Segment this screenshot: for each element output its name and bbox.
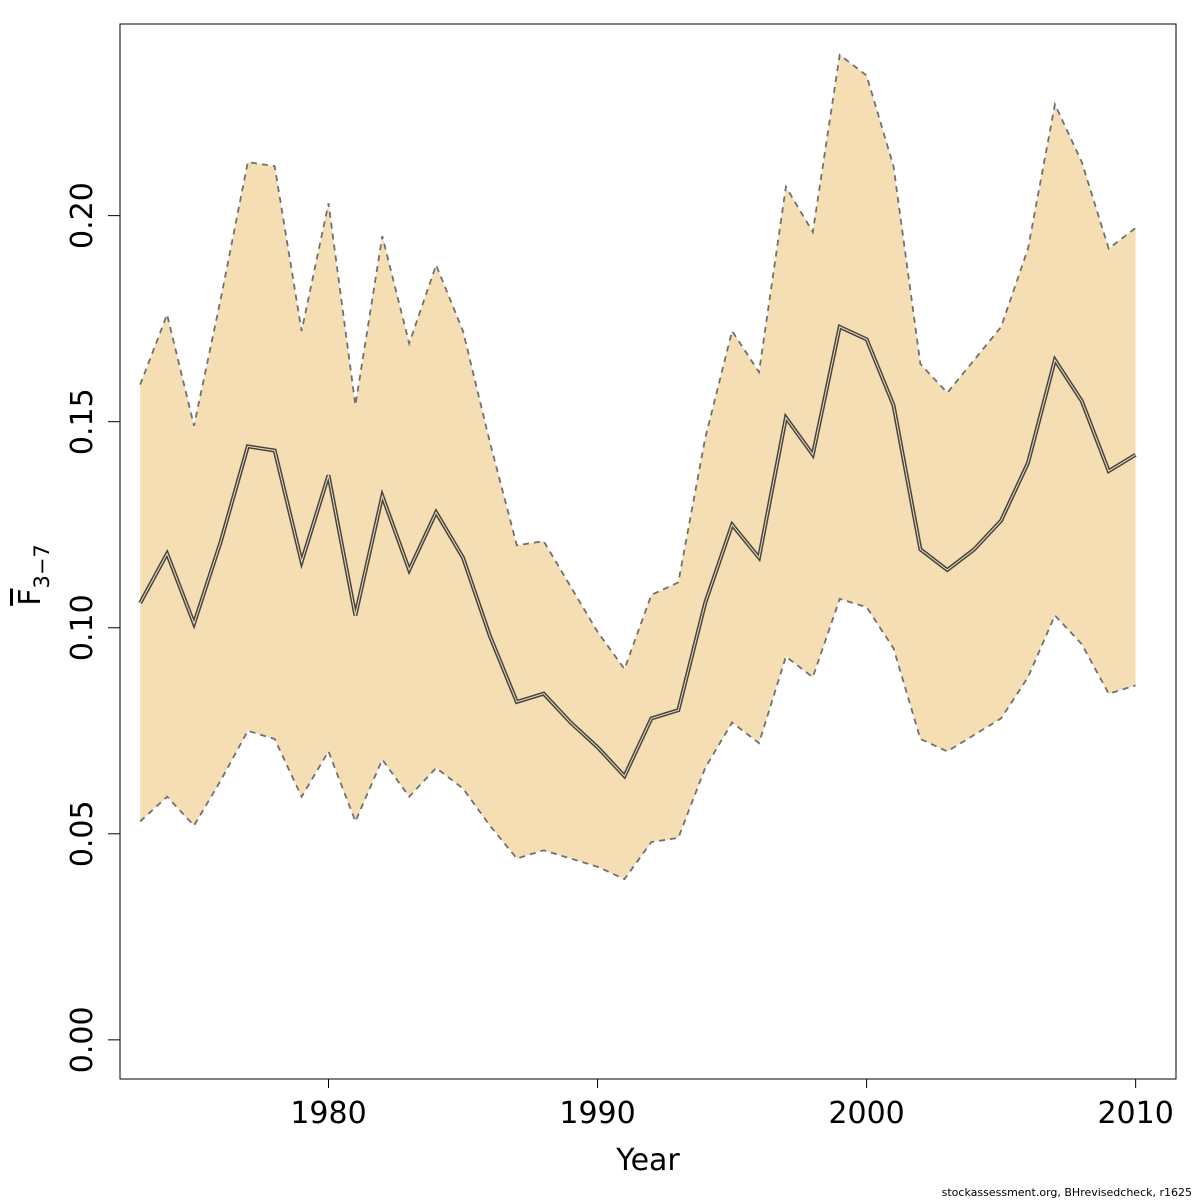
- credit-text: stockassessment.org, BHrevisedcheck, r16…: [942, 1186, 1192, 1199]
- x-tick-label: 2010: [1097, 1096, 1173, 1131]
- confidence-band: [140, 54, 1136, 880]
- y-axis-title: F3−7: [13, 544, 54, 606]
- x-tick-label: 1980: [290, 1096, 366, 1131]
- y-tick-label: 0.10: [65, 594, 100, 661]
- y-axis: 0.00 0.05 0.10 0.15 0.20: [65, 182, 120, 1073]
- x-tick-label: 1990: [559, 1096, 635, 1131]
- lower-bound-line: [139, 597, 1136, 881]
- upper-bound-line: [139, 53, 1137, 671]
- x-tick-label: 2000: [828, 1096, 904, 1131]
- y-axis-title-subscript: 3−7: [30, 544, 54, 588]
- plot-area: [138, 53, 1137, 881]
- y-tick-label: 0.15: [65, 388, 100, 455]
- x-axis: 1980 1990 2000 2010: [290, 1079, 1174, 1131]
- plot-frame: [119, 23, 1177, 1080]
- x-axis-title: Year: [615, 1143, 680, 1178]
- y-axis-title-main: F: [13, 589, 48, 606]
- y-tick-label: 0.20: [65, 182, 100, 249]
- y-tick-label: 0.05: [65, 800, 100, 867]
- estimate-line-core: [139, 326, 1136, 777]
- y-tick-label: 0.00: [65, 1006, 100, 1073]
